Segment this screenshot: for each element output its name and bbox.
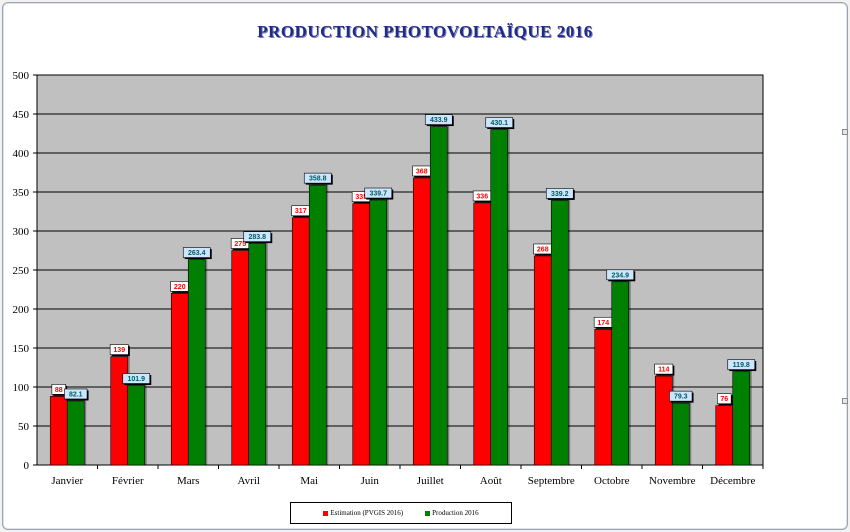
estimation-bar: [412, 177, 431, 466]
y-tick-label: 150: [13, 343, 30, 355]
data-label-box: [669, 390, 693, 402]
x-tick-label: Janvier: [51, 475, 83, 487]
production-bar: [732, 371, 751, 466]
data-label: 79.3: [674, 394, 688, 401]
estimation-bar: [110, 356, 129, 466]
data-label-box: [545, 188, 574, 199]
data-label-box: [182, 247, 211, 258]
data-label-box: [654, 363, 674, 375]
y-tick-label: 50: [18, 421, 30, 433]
data-label: 220: [174, 284, 186, 291]
production-bar: [490, 129, 509, 466]
estimation-bar: [352, 203, 371, 466]
data-label: 339.2: [551, 191, 569, 198]
data-label: 88: [55, 387, 63, 394]
data-label: 263.4: [188, 250, 206, 257]
estimation-bar: [594, 328, 613, 466]
x-tick-label: Février: [112, 475, 144, 487]
production-bar: [127, 385, 146, 466]
legend-swatch-estimation: [323, 510, 329, 516]
production-bar: [369, 199, 388, 466]
estimation-bar: [49, 396, 68, 466]
legend-label-production: Production 2016: [432, 509, 479, 517]
production-bar: [308, 184, 327, 466]
production-bar: [66, 400, 85, 466]
data-label-box: [64, 388, 88, 400]
production-bar: [611, 281, 630, 466]
production-bar: [187, 259, 206, 466]
x-tick-label: Août: [480, 475, 502, 487]
estimation-bar: [654, 375, 673, 466]
estimation-bar: [533, 255, 552, 466]
legend-swatch-production: [425, 510, 431, 516]
data-label: 268: [537, 246, 549, 253]
data-label-box: [606, 269, 635, 281]
x-tick-label: Décembre: [710, 475, 755, 487]
data-label-box: [303, 172, 332, 184]
data-label: 114: [658, 367, 669, 374]
data-label: 76: [720, 396, 728, 403]
chart-legend: Estimation (PVGIS 2016) Production 2016: [290, 502, 512, 524]
x-tick-label: Octobre: [594, 475, 630, 487]
data-label: 368: [416, 168, 428, 175]
y-tick-label: 250: [13, 265, 30, 277]
y-tick-label: 350: [13, 187, 30, 199]
data-label: 101.9: [127, 376, 145, 383]
data-label-box: [122, 373, 151, 384]
y-tick-label: 450: [13, 109, 30, 121]
data-label-box: [364, 187, 393, 199]
data-label-box: [109, 344, 129, 355]
data-label: 82.1: [69, 391, 83, 398]
estimation-bar: [715, 405, 734, 466]
data-label-box: [243, 231, 272, 242]
data-label: 234.9: [611, 272, 629, 279]
data-label: 283.8: [248, 234, 266, 241]
x-tick-label: Juillet: [417, 475, 444, 487]
data-label: 433.9: [430, 117, 448, 124]
data-label-box: [485, 117, 514, 128]
x-tick-label: Novembre: [649, 475, 696, 487]
data-label-box: [424, 114, 453, 125]
data-label: 174: [597, 320, 609, 327]
data-label: 275: [234, 241, 246, 248]
estimation-bar: [291, 217, 310, 466]
y-tick-label: 300: [13, 226, 30, 238]
data-label: 430.1: [490, 120, 508, 127]
legend-item-estimation: Estimation (PVGIS 2016): [323, 509, 403, 517]
data-label: 119.8: [733, 362, 750, 369]
legend-item-production: Production 2016: [425, 509, 479, 517]
y-tick-label: 200: [13, 304, 30, 316]
x-tick-label: Juin: [361, 475, 380, 487]
production-bar: [248, 243, 267, 466]
data-label: 339.7: [369, 191, 387, 198]
x-tick-label: Mars: [177, 475, 200, 487]
data-label: 335: [355, 194, 367, 201]
production-bar: [671, 402, 690, 466]
y-tick-label: 0: [24, 460, 30, 472]
estimation-bar: [231, 250, 250, 466]
data-label-box: [727, 359, 756, 370]
x-tick-label: Mai: [300, 475, 318, 487]
y-tick-label: 500: [13, 70, 30, 82]
chart-title: PRODUCTION PHOTOVOLTAÏQUE 2016: [257, 22, 593, 41]
resize-handle-icon[interactable]: [842, 398, 848, 404]
production-bar: [550, 200, 569, 466]
y-tick-label: 100: [13, 382, 30, 394]
x-tick-label: Septembre: [528, 475, 575, 487]
estimation-bar: [170, 293, 189, 466]
data-label: 358.8: [309, 176, 327, 183]
x-tick-label: Avril: [238, 475, 260, 487]
data-label: 317: [295, 208, 307, 215]
estimation-bar: [473, 202, 492, 466]
resize-handle-icon[interactable]: [842, 129, 848, 135]
data-label-box: [717, 393, 732, 405]
production-bar: [429, 126, 448, 466]
legend-label-estimation: Estimation (PVGIS 2016): [330, 509, 404, 517]
data-label: 336: [476, 193, 488, 200]
data-label: 139: [113, 347, 125, 354]
y-tick-label: 400: [13, 148, 30, 160]
